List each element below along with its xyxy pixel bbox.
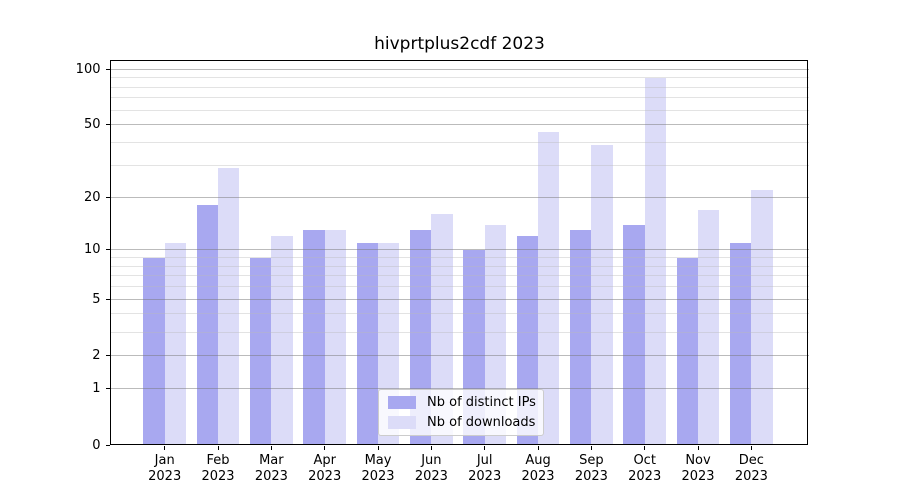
x-tick-label-dec: Dec 2023 bbox=[734, 453, 768, 484]
legend-row-distinct-ips: Nb of distinct IPs bbox=[388, 395, 536, 410]
x-tick-mark-mar bbox=[270, 445, 272, 450]
y-tick-label-1: 1 bbox=[92, 381, 101, 397]
x-tick-label-aug: Aug 2023 bbox=[521, 453, 555, 484]
bar-dec-downloads bbox=[751, 189, 773, 445]
x-tick-label-jun: Jun 2023 bbox=[414, 453, 448, 484]
minor-gridline-30 bbox=[110, 164, 809, 166]
bar-jun-downloads bbox=[431, 214, 453, 445]
minor-gridline-90 bbox=[110, 77, 809, 79]
bar-feb-distinct-ips bbox=[196, 205, 219, 445]
y-tick-label-2: 2 bbox=[92, 348, 101, 364]
legend-label-downloads: Nb of downloads bbox=[427, 415, 536, 430]
y-tick-label-20: 20 bbox=[83, 189, 101, 205]
major-gridline-20 bbox=[110, 196, 809, 198]
x-tick-label-jul: Jul 2023 bbox=[468, 453, 502, 484]
x-tick-mark-aug bbox=[537, 445, 539, 450]
legend-swatch-downloads bbox=[388, 416, 416, 429]
major-gridline-2 bbox=[110, 355, 809, 357]
x-tick-mark-jul bbox=[484, 445, 486, 450]
minor-gridline-60 bbox=[110, 109, 809, 111]
y-tick-mark-2 bbox=[106, 355, 110, 357]
x-tick-label-apr: Apr 2023 bbox=[308, 453, 342, 484]
minor-gridline-7 bbox=[110, 275, 809, 277]
y-tick-mark-1 bbox=[106, 388, 110, 390]
bar-feb-downloads bbox=[218, 168, 240, 445]
y-tick-label-50: 50 bbox=[83, 117, 101, 133]
y-tick-mark-100 bbox=[106, 68, 110, 70]
legend-row-downloads: Nb of downloads bbox=[388, 415, 536, 430]
bar-apr-distinct-ips bbox=[303, 230, 325, 445]
major-gridline-100 bbox=[110, 68, 809, 70]
major-gridline-1 bbox=[110, 388, 809, 390]
minor-gridline-40 bbox=[110, 142, 809, 144]
bar-oct-downloads bbox=[644, 77, 666, 445]
x-tick-mark-jun bbox=[430, 445, 432, 450]
y-tick-label-10: 10 bbox=[83, 242, 101, 258]
legend-label-distinct-ips: Nb of distinct IPs bbox=[427, 395, 536, 410]
y-tick-mark-0 bbox=[106, 444, 110, 446]
x-tick-label-sep: Sep 2023 bbox=[574, 453, 608, 484]
y-tick-mark-50 bbox=[106, 124, 110, 126]
major-gridline-10 bbox=[110, 249, 809, 251]
bar-sep-distinct-ips bbox=[570, 230, 592, 445]
bar-jan-distinct-ips bbox=[143, 257, 165, 445]
bar-nov-distinct-ips bbox=[676, 257, 699, 445]
x-tick-mark-dec bbox=[750, 445, 752, 450]
y-tick-mark-5 bbox=[106, 298, 110, 300]
x-tick-label-jan: Jan 2023 bbox=[148, 453, 182, 484]
x-tick-mark-feb bbox=[217, 445, 219, 450]
y-tick-label-0: 0 bbox=[92, 437, 101, 453]
x-tick-mark-may bbox=[377, 445, 379, 450]
bar-oct-distinct-ips bbox=[623, 224, 645, 445]
major-gridline-5 bbox=[110, 298, 809, 300]
x-tick-label-nov: Nov 2023 bbox=[681, 453, 715, 484]
y-tick-label-100: 100 bbox=[75, 61, 101, 77]
x-tick-mark-oct bbox=[644, 445, 646, 450]
bar-sep-downloads bbox=[591, 144, 613, 445]
bar-nov-downloads bbox=[698, 209, 720, 445]
legend: Nb of distinct IPs Nb of downloads bbox=[378, 389, 544, 436]
bar-may-distinct-ips bbox=[356, 242, 379, 445]
x-tick-mark-apr bbox=[324, 445, 326, 450]
major-gridline-50 bbox=[110, 124, 809, 126]
legend-swatch-distinct-ips bbox=[388, 396, 416, 409]
bar-dec-distinct-ips bbox=[730, 242, 752, 445]
bar-mar-downloads bbox=[271, 236, 293, 445]
y-tick-label-5: 5 bbox=[92, 291, 101, 307]
minor-gridline-4 bbox=[110, 313, 809, 315]
minor-gridline-9 bbox=[110, 257, 809, 259]
x-tick-label-feb: Feb 2023 bbox=[201, 453, 235, 484]
x-tick-mark-sep bbox=[590, 445, 592, 450]
x-tick-mark-nov bbox=[697, 445, 699, 450]
bar-apr-downloads bbox=[324, 230, 346, 445]
minor-gridline-3 bbox=[110, 331, 809, 333]
minor-gridline-6 bbox=[110, 286, 809, 288]
x-tick-mark-jan bbox=[164, 445, 166, 450]
x-tick-label-mar: Mar 2023 bbox=[254, 453, 288, 484]
minor-gridline-70 bbox=[110, 97, 809, 99]
y-tick-mark-20 bbox=[106, 196, 110, 198]
chart-title: hivprtplus2cdf 2023 bbox=[374, 34, 545, 54]
y-tick-mark-10 bbox=[106, 249, 110, 251]
bar-aug-downloads bbox=[538, 131, 560, 445]
bar-jan-downloads bbox=[164, 242, 186, 445]
x-tick-label-oct: Oct 2023 bbox=[628, 453, 662, 484]
minor-gridline-8 bbox=[110, 265, 809, 267]
minor-gridline-80 bbox=[110, 86, 809, 88]
x-tick-label-may: May 2023 bbox=[361, 453, 395, 484]
bar-mar-distinct-ips bbox=[250, 257, 272, 445]
